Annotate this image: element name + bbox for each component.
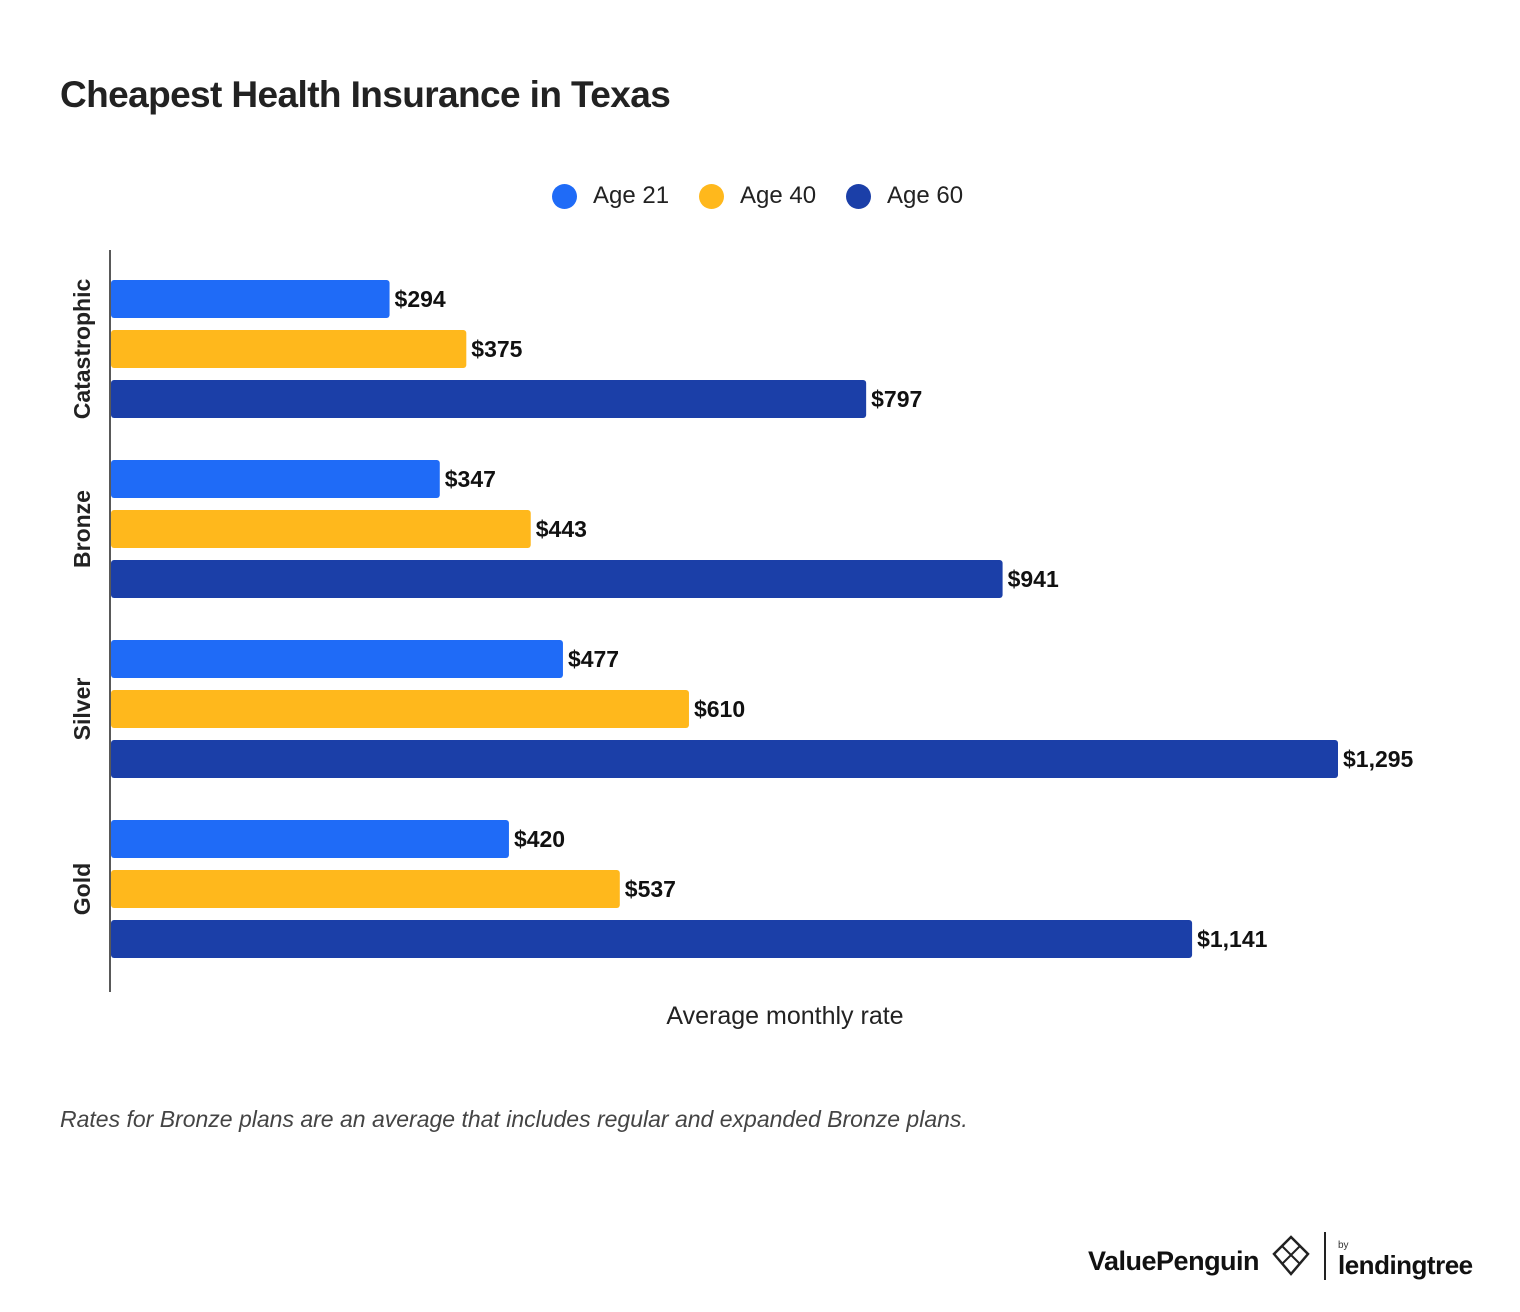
bar-bronze-age-40 xyxy=(111,510,531,548)
lendingtree-logo: lendingtree xyxy=(1338,1250,1473,1280)
bar-silver-age-21 xyxy=(111,640,563,678)
data-label-catastrophic-age-40: $375 xyxy=(471,336,522,362)
bar-bronze-age-60 xyxy=(111,560,1003,598)
category-label-gold: Gold xyxy=(69,863,95,915)
bar-catastrophic-age-40 xyxy=(111,330,467,368)
bar-silver-age-40 xyxy=(111,690,689,728)
category-label-silver: Silver xyxy=(69,678,95,741)
legend-item-age-40: Age 40 xyxy=(699,178,816,214)
footnote: Rates for Bronze plans are an average th… xyxy=(60,1106,968,1132)
bar-gold-age-40 xyxy=(111,870,620,908)
bar-gold-age-21 xyxy=(111,820,509,858)
data-label-gold-age-40: $537 xyxy=(625,876,676,902)
bar-catastrophic-age-21 xyxy=(111,280,390,318)
bar-chart: Catastrophic $294 $375 $797 Bronze $347 $443 $9… xyxy=(69,250,1414,992)
legend-label-age-40: Age 40 xyxy=(740,182,817,209)
bar-bronze-age-21 xyxy=(111,460,440,498)
legend-swatch-age-21 xyxy=(552,183,577,209)
data-label-gold-age-60: $1,141 xyxy=(1197,926,1268,952)
legend-swatch-age-40 xyxy=(699,183,724,209)
data-label-silver-age-40: $610 xyxy=(694,696,745,722)
brand-logos: ValuePenguin by lendingtree xyxy=(1088,1230,1473,1290)
brand-divider xyxy=(1324,1232,1326,1280)
data-label-gold-age-21: $420 xyxy=(514,826,565,852)
legend-item-age-60: Age 60 xyxy=(846,178,963,214)
legend-label-age-21: Age 21 xyxy=(593,182,670,209)
legend-swatch-age-60 xyxy=(846,183,871,209)
by-label: by xyxy=(1338,1240,1349,1251)
data-label-bronze-age-40: $443 xyxy=(536,516,587,542)
valuepenguin-icon xyxy=(1272,1235,1310,1276)
data-label-catastrophic-age-60: $797 xyxy=(871,386,922,412)
legend-item-age-21: Age 21 xyxy=(552,178,669,214)
bar-catastrophic-age-60 xyxy=(111,380,867,418)
bar-gold-age-60 xyxy=(111,920,1193,958)
bar-silver-age-60 xyxy=(111,740,1338,778)
data-label-silver-age-21: $477 xyxy=(568,646,619,672)
data-label-catastrophic-age-21: $294 xyxy=(395,286,446,312)
x-axis-label: Average monthly rate xyxy=(666,1002,904,1030)
chart-title: Cheapest Health Insurance in Texas xyxy=(60,74,671,115)
valuepenguin-logo: ValuePenguin xyxy=(1088,1246,1260,1276)
legend-label-age-60: Age 60 xyxy=(887,182,964,209)
category-label-bronze: Bronze xyxy=(69,490,95,568)
data-label-silver-age-60: $1,295 xyxy=(1343,746,1414,772)
category-label-catastrophic: Catastrophic xyxy=(69,279,95,420)
data-label-bronze-age-60: $941 xyxy=(1008,566,1059,592)
chart-legend: Age 21 Age 40 Age 60 xyxy=(0,178,1520,214)
data-label-bronze-age-21: $347 xyxy=(445,466,496,492)
